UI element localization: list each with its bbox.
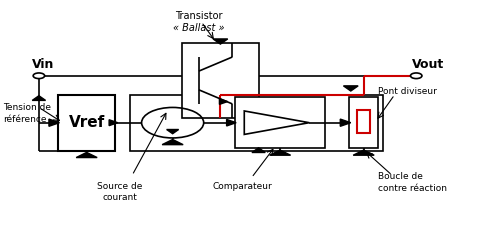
Polygon shape — [109, 120, 118, 126]
Text: référence: référence — [3, 115, 46, 124]
Polygon shape — [162, 139, 183, 145]
Text: Boucle de: Boucle de — [378, 172, 423, 181]
Bar — [182, 43, 259, 118]
Text: contre réaction: contre réaction — [378, 184, 447, 193]
Polygon shape — [219, 99, 228, 104]
Polygon shape — [76, 152, 97, 158]
Text: Transistor: Transistor — [175, 11, 223, 21]
Polygon shape — [49, 119, 59, 126]
Bar — [349, 97, 378, 148]
Polygon shape — [353, 150, 374, 155]
Polygon shape — [227, 119, 236, 126]
Bar — [235, 97, 325, 148]
Text: Source de: Source de — [97, 181, 143, 190]
Text: Vref: Vref — [68, 115, 105, 130]
Text: « Ballast »: « Ballast » — [173, 23, 225, 33]
Bar — [357, 110, 370, 133]
Text: Vout: Vout — [411, 58, 444, 71]
Text: Vin: Vin — [32, 58, 54, 71]
Bar — [130, 95, 383, 151]
Bar — [58, 95, 115, 151]
Polygon shape — [252, 148, 265, 152]
Polygon shape — [32, 96, 46, 100]
Text: Pont diviseur: Pont diviseur — [378, 87, 437, 96]
Polygon shape — [270, 150, 291, 155]
Polygon shape — [167, 130, 179, 134]
Text: Tension de: Tension de — [3, 103, 51, 112]
Text: courant: courant — [103, 193, 137, 202]
Polygon shape — [340, 119, 351, 126]
Polygon shape — [343, 86, 358, 91]
Text: Comparateur: Comparateur — [212, 181, 272, 190]
Polygon shape — [213, 39, 228, 44]
